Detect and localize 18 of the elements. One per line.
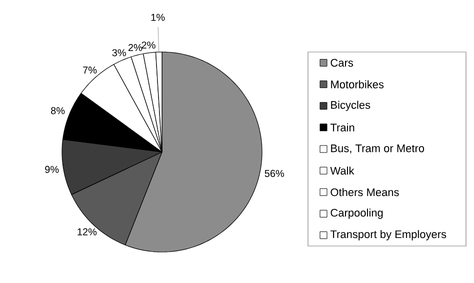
legend-label: Carpooling: [330, 208, 383, 219]
legend-label: Bus, Tram or Metro: [331, 144, 424, 154]
legend-label: Bicycles: [331, 100, 370, 112]
data-label: 3%: [112, 49, 126, 56]
data-label: 12%: [78, 228, 97, 236]
data-label: 1%: [151, 14, 165, 21]
data-label: 9%: [45, 166, 59, 173]
data-label: 2%: [128, 44, 142, 52]
legend-label: Walk: [330, 166, 354, 175]
legend-label: Motorbikes: [331, 80, 384, 88]
legend-label: Cars: [330, 58, 354, 67]
data-label: 8%: [51, 107, 65, 114]
data-label: 2%: [142, 42, 156, 49]
legend-label: Train: [330, 123, 354, 132]
legend-label: Transport by Employers: [330, 230, 446, 240]
legend-label: Others Means: [330, 188, 399, 196]
data-label: 56%: [264, 170, 284, 178]
data-label: 7%: [83, 66, 97, 74]
